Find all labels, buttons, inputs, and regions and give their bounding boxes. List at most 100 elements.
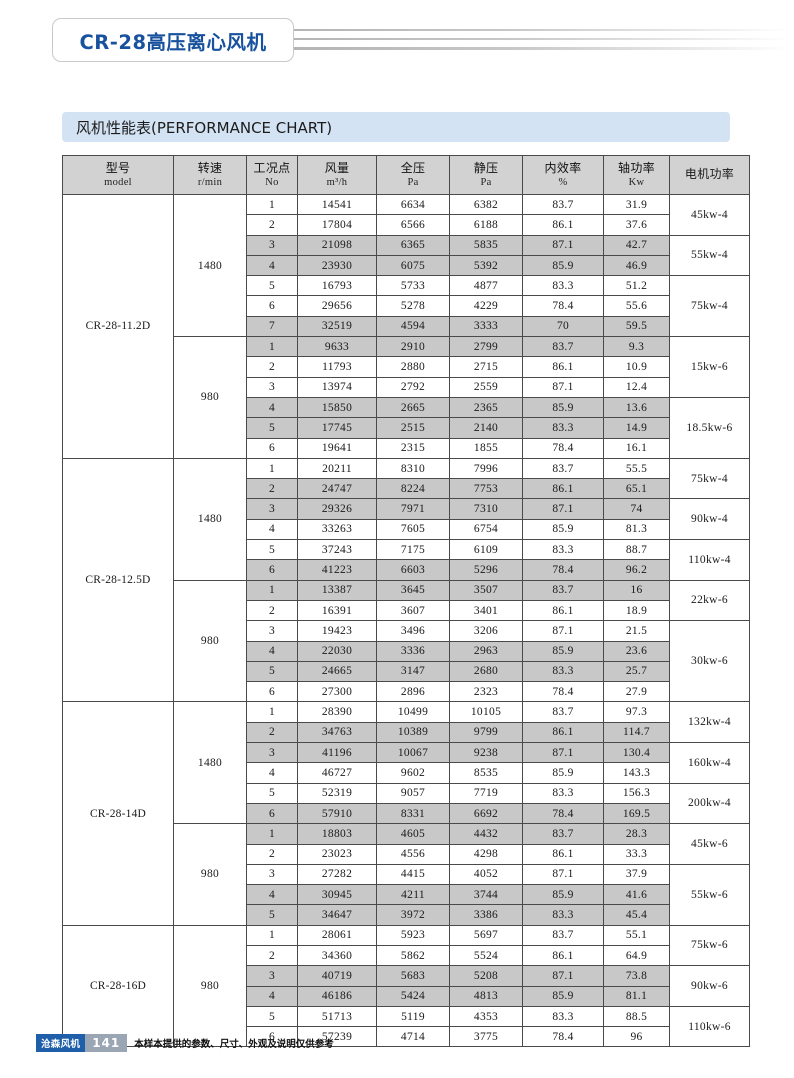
cell-efficiency: 85.9	[522, 254, 604, 277]
cell-total-pressure: 8310	[376, 457, 450, 480]
cell-static-pressure: 7310	[449, 498, 523, 520]
cell-efficiency: 78.4	[522, 802, 604, 825]
cell-motor-power: 132kw-4	[669, 701, 750, 744]
cell-static-pressure: 3744	[449, 884, 523, 906]
cell-motor-power: 45kw-6	[669, 823, 750, 865]
cell-total-pressure: 5424	[376, 985, 450, 1007]
cell-model: CR-28-11.2D	[62, 194, 174, 459]
cell-point: 4	[246, 762, 298, 784]
cell-efficiency: 83.7	[522, 457, 604, 480]
cell-point: 1	[246, 579, 298, 601]
column-header-point: 工况点 No	[246, 155, 298, 195]
cell-point: 6	[246, 681, 298, 703]
cell-efficiency: 78.4	[522, 559, 604, 581]
cell-speed: 980	[173, 336, 247, 459]
cell-total-pressure: 4415	[376, 863, 450, 886]
table-row: 3 29326 7971 7310 87.1 74 90kw-4	[63, 498, 750, 541]
cell-efficiency: 85.9	[522, 985, 604, 1007]
cell-flow: 19641	[297, 437, 377, 459]
cell-efficiency: 87.1	[522, 742, 604, 764]
cell-shaft-power: 73.8	[603, 965, 670, 987]
title-decoration-lines	[290, 25, 790, 57]
cell-motor-power: 30kw-6	[669, 620, 750, 703]
cell-point: 6	[246, 559, 298, 581]
cell-shaft-power: 25.7	[603, 660, 670, 683]
cell-shaft-power: 12.4	[603, 376, 670, 398]
cell-flow: 28390	[297, 701, 377, 723]
column-header-total-pressure: 全压 Pa	[376, 155, 450, 195]
decoration-line-2	[290, 38, 790, 40]
cell-shaft-power: 169.5	[603, 802, 670, 825]
cell-flow: 30945	[297, 884, 377, 906]
cell-static-pressure: 2680	[449, 660, 523, 683]
cell-shaft-power: 21.5	[603, 620, 670, 642]
cell-point: 5	[246, 275, 298, 297]
footer-logo: 沧森风机	[36, 1034, 86, 1052]
cell-static-pressure: 4052	[449, 863, 523, 886]
column-header-flow: 风量 m³/h	[297, 155, 377, 195]
cell-static-pressure: 3333	[449, 315, 523, 338]
cell-shaft-power: 51.2	[603, 275, 670, 297]
cell-point: 2	[246, 721, 298, 744]
cell-shaft-power: 37.6	[603, 214, 670, 236]
column-header-speed: 转速 r/min	[173, 155, 247, 195]
cell-efficiency: 87.1	[522, 234, 604, 256]
cell-static-pressure: 6382	[449, 193, 523, 216]
cell-static-pressure: 4432	[449, 823, 523, 845]
cell-shaft-power: 130.4	[603, 742, 670, 764]
table-row: 2 24747 8224 7753 86.1 65.1	[63, 478, 750, 500]
table-row: CR-28-14D 1480 1 28390 10499 10105 83.7 97.3 132…	[62, 701, 750, 926]
cell-shaft-power: 42.7	[603, 234, 670, 256]
table-row: 3 19423 3496 3206 87.1 21.5 30kw-6	[63, 620, 750, 703]
cell-point: 5	[246, 782, 298, 804]
cell-flow: 13974	[297, 376, 377, 398]
cell-flow: 17804	[297, 214, 377, 236]
column-header-shaft-power-cn: 轴功率	[618, 160, 655, 175]
cell-total-pressure: 2896	[376, 681, 450, 703]
cell-efficiency: 83.7	[522, 823, 604, 845]
cell-static-pressure: 4298	[449, 843, 523, 865]
table-row: 3 27282 4415 4052 87.1 37.9 55kw-6	[63, 863, 750, 926]
cell-shaft-power: 59.5	[603, 315, 670, 338]
table-row: 4 23930 6075 5392 85.9 46.9	[63, 254, 750, 277]
cell-speed: 1480	[173, 701, 247, 825]
column-header-shaft-power: 轴功率 Kw	[603, 155, 670, 195]
section-header: 风机性能表(PERFORMANCE CHART)	[62, 112, 730, 142]
cell-efficiency: 83.3	[522, 539, 604, 561]
table-header-row: 型号 model 转速 r/min 工况点 No 风量 m³/h 全压 Pa 静…	[62, 155, 750, 195]
cell-total-pressure: 5862	[376, 944, 450, 967]
cell-total-pressure: 4594	[376, 315, 450, 338]
cell-static-pressure: 7996	[449, 457, 523, 480]
cell-speed: 980	[173, 579, 247, 703]
cell-motor-power: 18.5kw-6	[669, 396, 750, 459]
cell-efficiency: 85.9	[522, 640, 604, 662]
cell-point: 2	[246, 944, 298, 967]
cell-efficiency: 87.1	[522, 376, 604, 398]
cell-total-pressure: 3336	[376, 640, 450, 662]
cell-speed: 980	[173, 924, 247, 1048]
cell-shaft-power: 41.6	[603, 884, 670, 906]
cell-total-pressure: 4556	[376, 843, 450, 865]
column-header-total-pressure-unit: Pa	[407, 176, 419, 188]
cell-point: 3	[246, 620, 298, 642]
cell-total-pressure: 2515	[376, 417, 450, 439]
cell-efficiency: 83.7	[522, 701, 604, 723]
cell-flow: 18803	[297, 823, 377, 845]
cell-efficiency: 83.3	[522, 275, 604, 297]
cell-speed: 1480	[173, 457, 247, 581]
cell-total-pressure: 3645	[376, 579, 450, 601]
cell-point: 6	[246, 802, 298, 825]
cell-motor-power: 160kw-4	[669, 742, 750, 784]
cell-point: 3	[246, 863, 298, 886]
cell-static-pressure: 4813	[449, 985, 523, 1007]
cell-point: 4	[246, 518, 298, 541]
table-row: 980 1 9633 2910 2799 83.7 9.3 15kw-6	[63, 336, 750, 459]
cell-shaft-power: 14.9	[603, 417, 670, 439]
cell-static-pressure: 7753	[449, 478, 523, 500]
cell-efficiency: 78.4	[522, 295, 604, 317]
cell-efficiency: 86.1	[522, 356, 604, 378]
cell-static-pressure: 3775	[449, 1026, 523, 1048]
cell-efficiency: 83.3	[522, 660, 604, 683]
page-title: CR-28高压离心风机	[79, 30, 267, 54]
cell-static-pressure: 6188	[449, 214, 523, 236]
